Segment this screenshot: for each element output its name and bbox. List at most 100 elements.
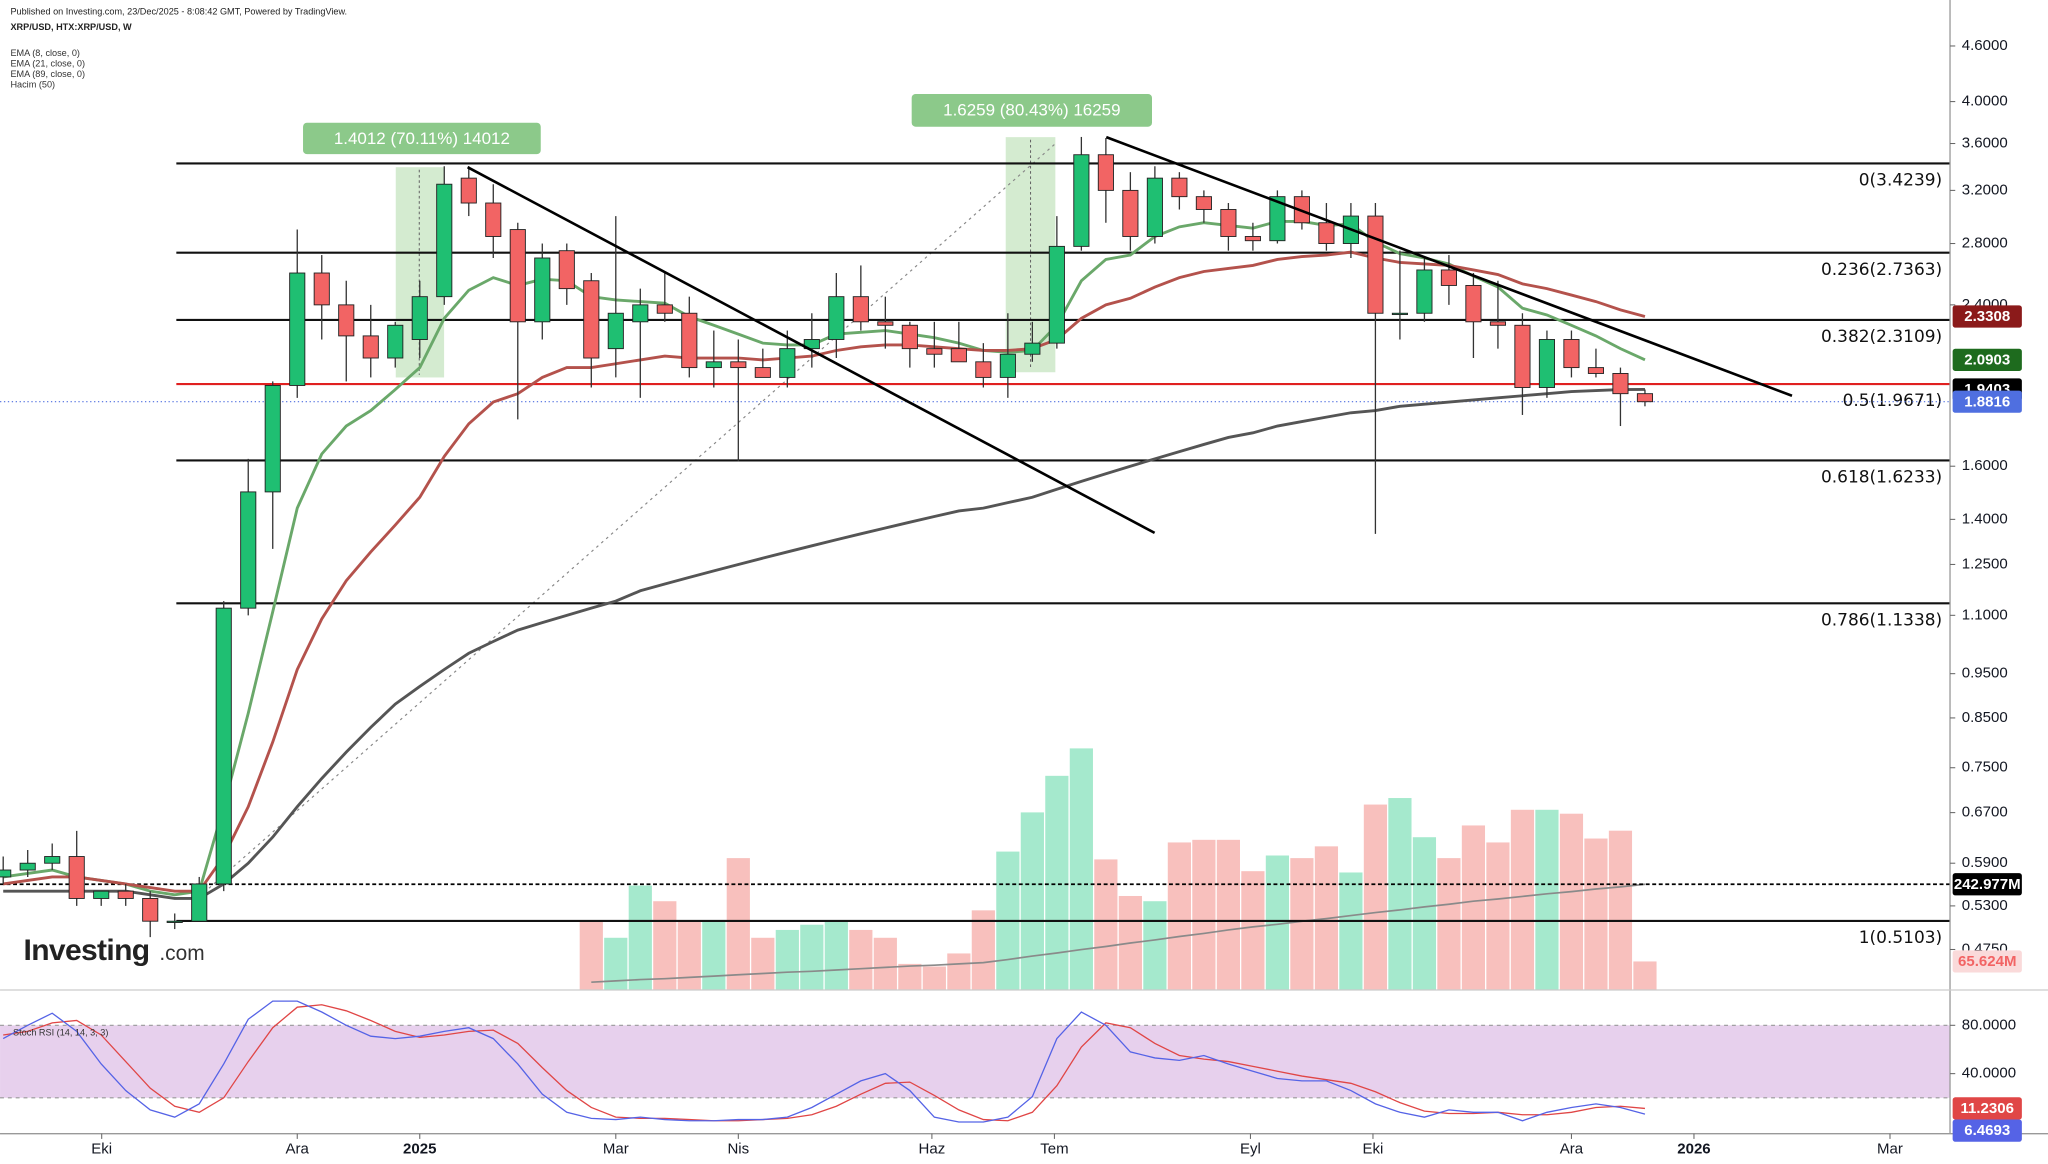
candle-body [0,869,12,878]
measure-label-box [911,94,1152,127]
candle-body [1440,269,1457,286]
volume-bar [775,929,799,991]
candle-body [1416,269,1433,314]
fib-label: 0.236(2.7363) [1821,260,1942,280]
candle-body [1146,177,1163,237]
candle-body [1048,245,1065,344]
stoch-tick-label: 80.0000 [1962,1016,2016,1033]
x-tick-label: Eki [91,1140,112,1157]
candle-body [1318,222,1335,244]
candle-body [1587,367,1605,374]
price-badge [1952,950,2022,973]
volume-bar [922,966,946,991]
candle-body [901,324,918,350]
volume-bar [702,920,726,991]
trend-line [466,166,1156,535]
volume-bar [800,924,824,991]
price-badge [1952,1119,2022,1142]
candle-body [803,339,820,350]
stoch-band [0,1025,1951,1098]
y-tick-label: 0.7500 [1962,759,2008,776]
volume-bar [628,885,652,991]
candle-body [950,348,967,363]
candle-body [338,304,355,337]
candle-body [558,250,575,290]
x-tick-label: Tem [1040,1140,1068,1157]
legend-item: Hacim (50) [10,80,55,90]
legend-item: EMA (21, close, 0) [10,59,85,69]
candle-body [607,312,624,350]
volume-bar [1192,839,1216,991]
candle-body [436,183,453,298]
volume-ma [591,883,1646,984]
symbol: XRP/USD, HTX:XRP/USD, W [10,22,132,32]
fib-label: 0.786(1.1338) [1821,610,1942,630]
price-badge-label: 6.4693 [1964,1122,2010,1139]
candle-body [1195,196,1212,210]
candle-body [1563,339,1580,369]
candle-body [681,312,698,369]
volume-bar [1143,901,1167,991]
candle-body [215,607,232,885]
volume-bar [898,963,922,991]
trend-line [1105,135,1793,397]
volume-bar [1069,748,1093,991]
candle-body [534,257,551,323]
volume-bar [1510,809,1535,991]
x-tick-label: Mar [1877,1140,1903,1157]
volume-bar [1167,842,1191,991]
candle-body [387,324,404,359]
stoch-tick-label: 40.0000 [1962,1065,2016,1082]
volume-bar [1290,858,1314,991]
price-badge [1952,348,2022,371]
candle-body [583,280,600,359]
candle-body [411,296,428,340]
volume-bar [1388,798,1412,991]
volume-bar [1608,830,1633,991]
volume-bar [971,910,995,991]
published-note: Published on Investing.com, 23/Dec/2025 … [10,6,347,16]
y-tick-label: 1.4000 [1962,510,2008,527]
volume-bar [1241,871,1265,991]
candle-body [1073,154,1090,247]
candle-body [509,229,526,323]
x-tick-label: Eyl [1240,1140,1261,1157]
y-tick-label: 3.6000 [1962,134,2008,151]
frame [0,0,2048,1135]
measure-label-box [303,122,541,155]
candle-body [1514,324,1531,388]
candle-body [877,321,894,326]
candle-body [779,348,796,378]
x-tick-label: Haz [919,1140,946,1157]
candle-body [264,385,281,493]
y-tick-label: 0.5300 [1962,897,2008,914]
y-tick-label: 4.6000 [1962,37,2008,54]
candle-body [852,296,869,323]
candle-body [362,335,379,359]
candle-body [1097,154,1114,191]
measure-label: 1.4012 (70.11%) 14012 [334,129,510,148]
x-tick-label: Ara [1560,1140,1584,1157]
measure-labels: 1.4012 (70.11%) 14012 1.6259 (80.43%) 16… [303,94,1152,155]
candle-body [1244,236,1261,242]
candle-layer [0,136,1654,938]
volume-bar [1265,855,1289,991]
price-badge [1952,1097,2022,1120]
x-tick-label: Nis [727,1140,749,1157]
candle-body [19,862,36,871]
y-tick-label: 0.5900 [1962,854,2008,871]
x-tick-label: 2026 [1677,1140,1710,1157]
candle-body [1538,339,1555,388]
price-badge [1952,305,2022,328]
candle-body [632,304,649,323]
x-tick-label: Ara [286,1140,310,1157]
y-tick-label: 0.6700 [1962,804,2008,821]
candle-body [460,177,477,204]
legend-item: EMA (89, close, 0) [10,69,85,79]
candle-body [313,272,330,306]
fib-label: 0(3.4239) [1859,171,1942,191]
volume-bar [824,920,848,991]
candle-body [1269,196,1286,242]
y-tick-label: 1.1000 [1962,606,2008,623]
header: Published on Investing.com, 23/Dec/2025 … [10,6,347,1037]
